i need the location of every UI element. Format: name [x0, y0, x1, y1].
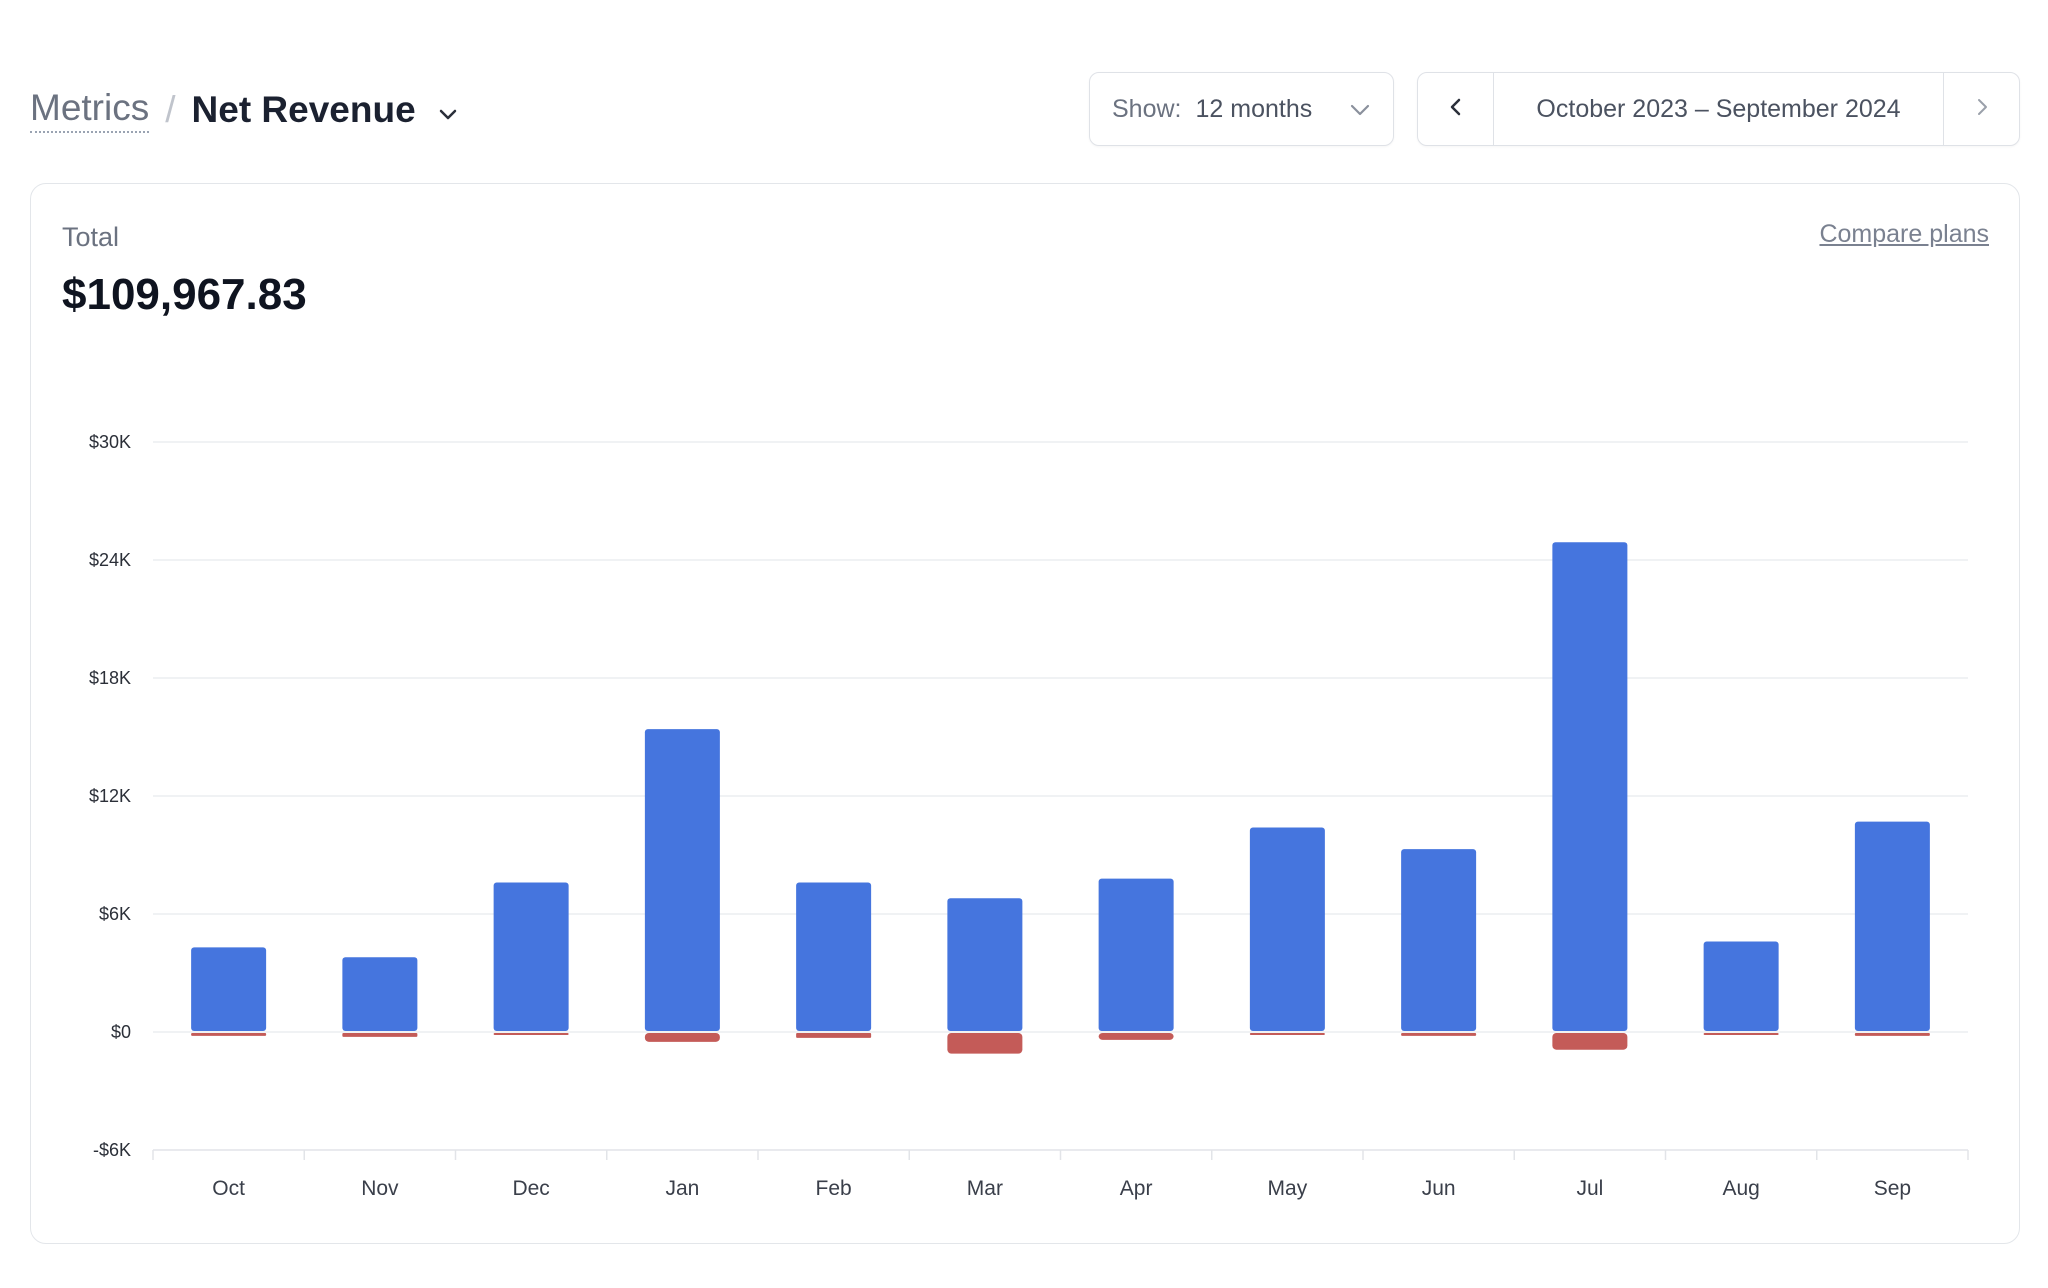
bar-negative-jan: [644, 1033, 720, 1042]
chevron-left-icon: [1449, 97, 1463, 122]
y-tick-label: $24K: [89, 550, 131, 570]
bar-negative-nov: [342, 1033, 418, 1037]
bar-negative-aug: [1703, 1033, 1779, 1035]
chevron-right-icon: [1975, 97, 1989, 122]
bar-negative-may: [1249, 1033, 1325, 1035]
show-label: Show:: [1112, 94, 1182, 123]
x-category-label: Jan: [665, 1177, 699, 1200]
bar-positive-nov: [342, 957, 418, 1031]
bar-negative-mar: [947, 1033, 1023, 1054]
y-tick-label: -$6K: [93, 1140, 131, 1160]
bar-positive-jul: [1552, 542, 1628, 1031]
show-value: 12 months: [1195, 94, 1313, 123]
compare-plans-link[interactable]: Compare plans: [1819, 220, 1989, 248]
x-category-label: Mar: [967, 1177, 1003, 1200]
x-category-label: Dec: [512, 1177, 549, 1200]
bar-positive-may: [1249, 827, 1325, 1031]
bar-positive-mar: [947, 898, 1023, 1031]
chevron-down-icon: [1349, 95, 1371, 124]
previous-range-button[interactable]: [1418, 73, 1494, 145]
total-value: $109,967.83: [62, 270, 307, 319]
y-tick-label: $30K: [89, 432, 131, 452]
show-period-select[interactable]: Show: 12 months: [1089, 72, 1394, 146]
total-label: Total: [62, 222, 120, 252]
x-category-label: Aug: [1722, 1177, 1759, 1200]
bar-positive-oct: [191, 947, 267, 1031]
x-category-label: Nov: [361, 1177, 399, 1200]
bar-negative-jul: [1552, 1033, 1628, 1050]
x-category-label: May: [1268, 1177, 1308, 1200]
x-category-label: Sep: [1874, 1177, 1911, 1200]
y-tick-label: $18K: [89, 668, 131, 688]
bar-negative-jun: [1401, 1033, 1477, 1036]
bar-positive-jun: [1401, 849, 1477, 1031]
bar-positive-aug: [1703, 941, 1779, 1031]
bar-positive-dec: [493, 882, 569, 1031]
x-category-label: Apr: [1120, 1177, 1153, 1200]
net-revenue-card: Total $109,967.83 Compare plans $30K $24K…: [30, 183, 2020, 1244]
x-category-label: Jul: [1576, 1177, 1603, 1200]
breadcrumb-metrics-link[interactable]: Metrics: [30, 87, 150, 133]
bar-positive-feb: [796, 882, 872, 1031]
bar-positive-sep: [1854, 821, 1930, 1031]
bar-negative-oct: [191, 1033, 267, 1036]
x-category-label: Oct: [212, 1177, 245, 1200]
bar-negative-feb: [796, 1033, 872, 1038]
net-revenue-bar-chart: $30K $24K $18K $12K $6K $0 -$6K Oct Nov Dec Jan Feb…: [89, 432, 1969, 1200]
bar-negative-apr: [1098, 1033, 1174, 1040]
date-range-label: October 2023 – September 2024: [1536, 94, 1901, 123]
bar-positive-jan: [644, 729, 720, 1031]
page-title-dropdown[interactable]: Net Revenue: [192, 89, 458, 131]
y-tick-label: $12K: [89, 786, 131, 806]
page-title: Net Revenue: [191, 89, 416, 130]
bar-negative-dec: [493, 1033, 569, 1035]
chevron-down-icon: [438, 89, 458, 131]
x-category-label: Jun: [1422, 1177, 1456, 1200]
next-range-button[interactable]: [1943, 73, 2019, 145]
bar-negative-sep: [1854, 1033, 1930, 1036]
date-range-navigator: October 2023 – September 2024: [1417, 72, 2020, 146]
y-tick-label: $6K: [99, 904, 131, 924]
x-category-label: Feb: [816, 1177, 852, 1200]
breadcrumb: Metrics / Net Revenue: [30, 82, 458, 138]
bar-positive-apr: [1098, 878, 1174, 1031]
y-tick-label: $0: [111, 1022, 131, 1042]
breadcrumb-separator: /: [165, 89, 176, 130]
